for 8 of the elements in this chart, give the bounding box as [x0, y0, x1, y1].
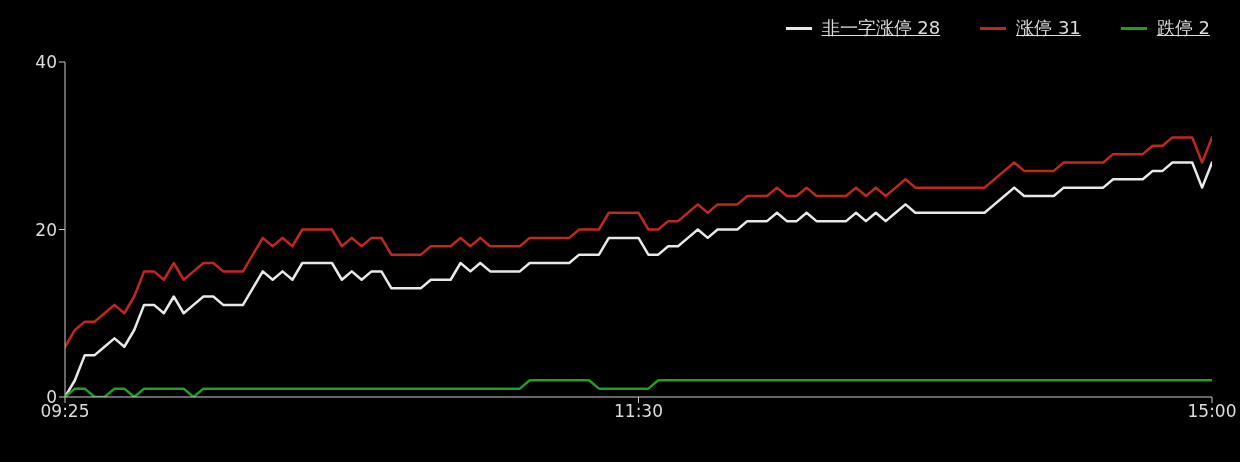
x-tick-label: 11:30 [614, 401, 663, 422]
line-series [65, 136, 1212, 348]
legend-label: 非一字涨停 28 [821, 16, 941, 40]
legend-label: 涨停 31 [1016, 16, 1081, 40]
x-tick-label: 15:00 [1187, 401, 1237, 422]
y-tick-label: 20 [35, 219, 57, 240]
y-tick-label: 40 [35, 52, 57, 73]
legend-label: 跌停 2 [1156, 16, 1210, 40]
